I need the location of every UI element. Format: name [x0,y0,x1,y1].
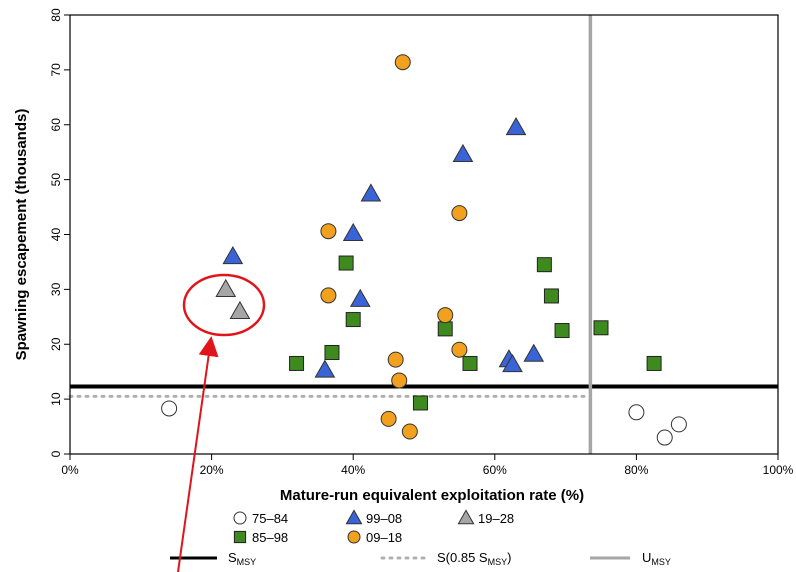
data-point-square [543,288,559,304]
data-point-triangle [342,222,364,242]
data-point-circle [380,410,397,427]
x-tick-label: 80% [624,463,648,477]
data-point-circle [320,287,337,304]
x-tick-label: 0% [61,463,79,477]
y-tick-label: 70 [49,63,63,77]
y-tick-label: 60 [49,118,63,132]
data-point-square [554,323,570,339]
data-point-circle [628,404,645,421]
data-point-square [536,257,552,273]
legend-marker [457,509,475,525]
legend: 75–84 99–08 19–28 85–98 09–18 SMSY S(0.85 SMSY… [170,509,671,567]
highlight-arrow [177,336,219,572]
data-point-square [646,355,662,371]
data-point-triangle [505,116,527,136]
legend-s085-label: S(0.85 SMSY) [437,550,511,567]
legend-marker [233,511,247,525]
data-point-circle [670,416,687,433]
data-point-square [338,255,354,271]
data-point-circle [391,372,408,389]
data-point-circle [451,205,468,222]
data-point-square [289,355,305,371]
data-point-circle [401,423,418,440]
legend-label: 75–84 [252,511,288,526]
y-tick-label: 10 [49,392,63,406]
data-point-circle [656,429,673,446]
highlight-ellipse [182,273,266,337]
data-point-triangle [502,354,523,373]
data-point-square [345,312,361,328]
data-point-triangle [222,245,244,265]
x-tick-label: 20% [200,463,224,477]
y-tick-label: 30 [49,282,63,296]
y-axis-title: Spawning escapement (thousands) [13,109,30,361]
data-point-circle [161,400,178,417]
legend-umsy-label: UMSY [642,550,671,567]
data-point-circle [451,341,468,358]
data-point-triangle [349,288,371,307]
x-tick-label: 40% [341,463,365,477]
y-tick-label: 0 [49,450,63,457]
y-tick-label: 80 [49,8,63,22]
data-point-triangle [523,343,545,362]
data-point-triangle [215,278,237,297]
legend-label: 09–18 [366,530,402,545]
axis-ticks: 0% 20% 40% 60% 80% 100% 0 10 20 30 40 50 60 70 80 [49,8,794,477]
legend-marker [345,509,363,525]
data-point-circle [320,223,337,240]
data-point-triangle [314,359,336,378]
legend-marker [347,530,361,544]
data-point-square [437,321,453,337]
data-point-circle [437,307,454,324]
data-point-triangle [229,300,251,319]
y-tick-label: 50 [49,173,63,187]
data-point-circle [394,54,411,71]
x-axis-title: Mature-run equivalent exploitation rate … [280,487,584,504]
legend-marker [233,530,247,544]
legend-smsy-label: SMSY [228,550,256,567]
data-point-circle [387,351,404,368]
x-tick-label: 60% [483,463,507,477]
y-tick-label: 40 [49,228,63,242]
legend-label: 19–28 [478,511,514,526]
data-point-triangle [360,183,382,202]
red-annotation [177,273,266,572]
plot-area [68,15,778,454]
data-point-square [412,395,428,411]
x-tick-label: 100% [763,463,794,477]
data-point-square [462,355,478,371]
legend-label: 85–98 [252,530,288,545]
legend-label: 99–08 [366,511,402,526]
data-point-square [324,344,340,360]
y-tick-label: 20 [49,337,63,351]
data-point-triangle [452,143,474,163]
data-point-square [593,320,609,336]
